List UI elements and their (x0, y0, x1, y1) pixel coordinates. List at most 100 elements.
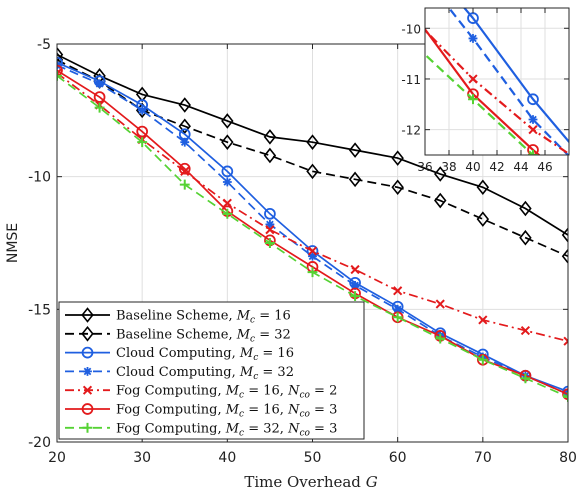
inset-plot: 36 38 40 42 44 46 -10 -11 -12 (401, 7, 570, 174)
x-axis-label-variable: G (366, 473, 378, 491)
inset-series-layer (425, 8, 569, 155)
legend-entry: Fog Computing, Mc = 32, Nco = 3 (65, 421, 337, 438)
data-point (137, 137, 148, 148)
inset-data-point (468, 33, 478, 43)
data-point (478, 315, 488, 325)
data-point (520, 373, 531, 384)
legend-entry: Fog Computing, Mc = 16, Nco = 2 (65, 384, 337, 401)
inset-y-tick-label: -12 (401, 124, 421, 138)
inset-series-4 (425, 28, 569, 155)
inset-y-tick-label: -10 (401, 22, 421, 36)
data-point (221, 113, 234, 129)
legend-entry: Cloud Computing, Mc = 16 (65, 346, 294, 363)
data-point (435, 333, 446, 344)
legend-label: Cloud Computing, Mc = 16 (116, 346, 294, 363)
data-point (57, 70, 62, 81)
legend-marker (81, 307, 94, 323)
data-point (178, 118, 191, 135)
data-point (561, 227, 568, 243)
data-point (563, 336, 568, 346)
data-point (393, 286, 403, 296)
data-point (180, 137, 190, 147)
y-tick-label: -15 (28, 302, 51, 318)
inset-data-point (528, 150, 538, 155)
data-point (350, 291, 361, 302)
data-point (519, 200, 532, 217)
data-point (222, 208, 233, 219)
inset-x-tick-label: 44 (513, 160, 528, 174)
data-point (476, 179, 490, 196)
data-point (435, 299, 445, 309)
legend-entry: Fog Computing, Mc = 16, Nco = 3 (65, 403, 337, 420)
y-tick-label: -5 (37, 37, 51, 53)
data-point (178, 97, 191, 113)
inset-ticks: 36 38 40 42 44 46 -10 -11 -12 (401, 8, 569, 174)
series-layer (57, 46, 568, 402)
data-point (306, 163, 319, 180)
inset-data-point (527, 93, 539, 106)
inset-x-tick-label: 42 (489, 160, 504, 174)
legend-label: Baseline Scheme, Mc = 16 (116, 309, 291, 326)
series-6 (57, 70, 568, 402)
legend-marker (82, 385, 93, 395)
y-axis-label: NMSE (5, 223, 21, 263)
data-point (94, 102, 105, 113)
data-point (476, 211, 490, 227)
data-point (308, 251, 317, 261)
inset-x-tick-label: 46 (537, 160, 552, 174)
data-point (348, 142, 362, 158)
data-point (391, 150, 404, 166)
data-point (563, 391, 568, 402)
inset-x-tick-label: 40 (465, 160, 480, 174)
data-point (520, 325, 531, 336)
legend-marker (81, 326, 94, 342)
data-point (95, 79, 105, 89)
legend-label: Cloud Computing, Mc = 32 (116, 365, 294, 382)
series-0 (57, 46, 568, 243)
data-point (392, 312, 403, 323)
legend-marker (82, 422, 93, 433)
legend-marker (81, 403, 94, 415)
data-point (263, 129, 277, 145)
data-point (265, 225, 275, 235)
legend-label: Fog Computing, Mc = 16, Nco = 2 (116, 384, 337, 401)
data-point (477, 354, 488, 365)
inset-data-point (468, 94, 478, 105)
data-point (221, 165, 234, 178)
data-point (348, 171, 362, 188)
legend-entry: Cloud Computing, Mc = 32 (65, 365, 294, 382)
data-point (350, 281, 360, 290)
data-point (350, 264, 360, 275)
y-tick-label: -20 (28, 435, 51, 451)
inset-series-6 (425, 53, 538, 155)
data-point (136, 125, 149, 138)
inset-x-tick-label: 36 (417, 160, 432, 174)
data-point (57, 46, 64, 63)
y-tick-label: -10 (28, 170, 51, 186)
data-point (221, 134, 234, 150)
data-point (179, 179, 190, 190)
data-point (307, 267, 318, 278)
data-point (222, 198, 232, 208)
x-tick-label: 50 (304, 450, 322, 466)
inset-y-tick-label: -11 (401, 73, 421, 87)
data-point (137, 105, 147, 115)
legend-marker (83, 366, 92, 376)
data-point (391, 179, 404, 196)
data-point (434, 166, 447, 182)
x-tick-label: 20 (48, 450, 66, 466)
data-point (306, 134, 319, 150)
legend-label: Baseline Scheme, Mc = 32 (116, 327, 291, 344)
legend-label: Fog Computing, Mc = 32, Nco = 3 (116, 421, 337, 438)
data-point (265, 220, 275, 229)
data-point (307, 246, 318, 256)
inset-data-point (528, 125, 538, 135)
legend-marker (81, 346, 94, 359)
data-point (434, 192, 447, 209)
x-tick-label: 60 (389, 450, 407, 466)
data-point (393, 304, 403, 314)
data-point (264, 207, 276, 220)
